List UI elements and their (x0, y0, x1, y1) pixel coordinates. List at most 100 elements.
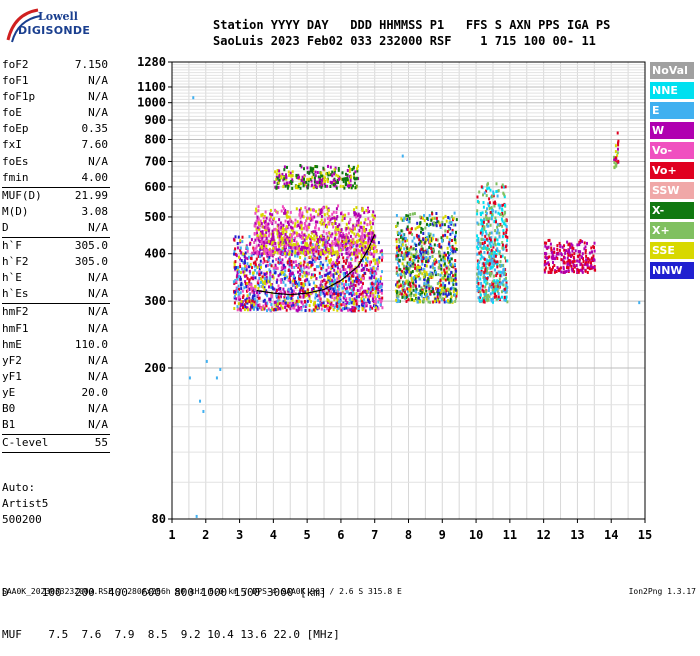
echo-point (339, 244, 342, 248)
echo-point (302, 181, 305, 185)
echo-point (313, 176, 316, 180)
echo-point (348, 263, 351, 267)
echo-point (410, 291, 413, 295)
echo-point (397, 298, 400, 302)
echo-point (491, 195, 494, 199)
echo-point (307, 280, 310, 284)
echo-point (360, 248, 363, 252)
echo-point (266, 254, 269, 258)
echo-point (322, 241, 325, 245)
echo-point (380, 299, 383, 303)
param-label: hmF1 (2, 321, 29, 335)
echo-point (361, 207, 364, 211)
echo-point (360, 253, 363, 257)
echo-point (593, 246, 595, 249)
echo-point (327, 248, 330, 251)
legend-item: SSE (650, 242, 694, 259)
echo-point (421, 228, 424, 232)
echo-point (478, 251, 481, 255)
echo-point (399, 276, 402, 280)
echo-point (488, 263, 491, 267)
muf-distance-row: D 100 200 400 600 800 1000 1500 3000 [km… (2, 586, 327, 599)
echo-point (424, 292, 426, 296)
echo-point (352, 224, 355, 228)
echo-point (292, 302, 295, 305)
echo-point (270, 249, 273, 253)
footer-info: SAA0K_2023033232000.RSF / 280fx256h 50 k… (2, 587, 402, 596)
echo-point (431, 263, 434, 267)
echo-point (235, 287, 238, 291)
echo-point (300, 207, 302, 211)
echo-point (415, 274, 418, 278)
echo-point (335, 186, 338, 190)
echo-point (334, 219, 336, 223)
echo-point (240, 281, 243, 285)
muf-value-row: MUF 7.5 7.6 7.9 8.5 9.2 10.4 13.6 22.0 [… (2, 628, 340, 641)
echo-point (418, 241, 421, 245)
echo-point (333, 216, 336, 220)
echo-point (617, 139, 620, 143)
echo-point (283, 168, 286, 172)
echo-point (289, 171, 292, 175)
echo-point (298, 177, 301, 181)
echo-point (322, 166, 325, 170)
echo-point (559, 244, 562, 247)
echo-point (354, 306, 357, 310)
echo-point (373, 287, 376, 291)
echo-point (295, 240, 298, 244)
echo-point (284, 301, 287, 305)
echo-point (274, 263, 277, 267)
echo-point (500, 270, 503, 274)
echo-point (234, 247, 237, 251)
echo-point (297, 244, 300, 248)
echo-point (271, 232, 274, 236)
echo-point (323, 182, 326, 186)
echo-point (303, 180, 306, 184)
echo-point (581, 266, 584, 270)
echo-point (318, 240, 321, 244)
echo-point (289, 269, 292, 273)
echo-point (422, 297, 425, 301)
echo-point (256, 232, 259, 236)
echo-point (338, 260, 341, 264)
echo-point (255, 246, 258, 250)
echo-point (329, 294, 332, 298)
echo-point (450, 262, 453, 266)
echo-point (345, 239, 348, 243)
echo-point (476, 266, 479, 269)
echo-point (481, 219, 483, 223)
echo-point (451, 239, 453, 242)
echo-point (418, 277, 421, 281)
echo-point (449, 248, 452, 252)
echo-point (261, 285, 264, 289)
echo-point (376, 282, 379, 286)
echo-point (310, 300, 312, 304)
echo-point (498, 263, 501, 267)
echo-point (376, 261, 379, 265)
echo-point (308, 222, 311, 226)
echo-point (286, 252, 289, 256)
echo-point (336, 179, 339, 182)
echo-point (320, 171, 323, 175)
echo-point (270, 253, 273, 257)
echo-point (337, 174, 340, 178)
echo-point (450, 221, 453, 224)
echo-point (368, 276, 371, 280)
echo-point (295, 173, 298, 177)
echo-point (296, 246, 299, 250)
echo-point (336, 296, 339, 300)
echo-point (285, 241, 287, 245)
echo-point (411, 298, 414, 302)
echo-point (503, 195, 506, 199)
echo-point (544, 241, 546, 245)
echo-point (300, 251, 303, 255)
echo-point (401, 243, 404, 247)
echo-point (397, 244, 400, 248)
echo-point (258, 251, 261, 254)
echo-point (563, 248, 566, 252)
echo-point (361, 240, 364, 244)
echo-point (310, 179, 313, 183)
echo-point (346, 286, 349, 290)
echo-point (326, 217, 329, 221)
echo-point (276, 176, 279, 180)
